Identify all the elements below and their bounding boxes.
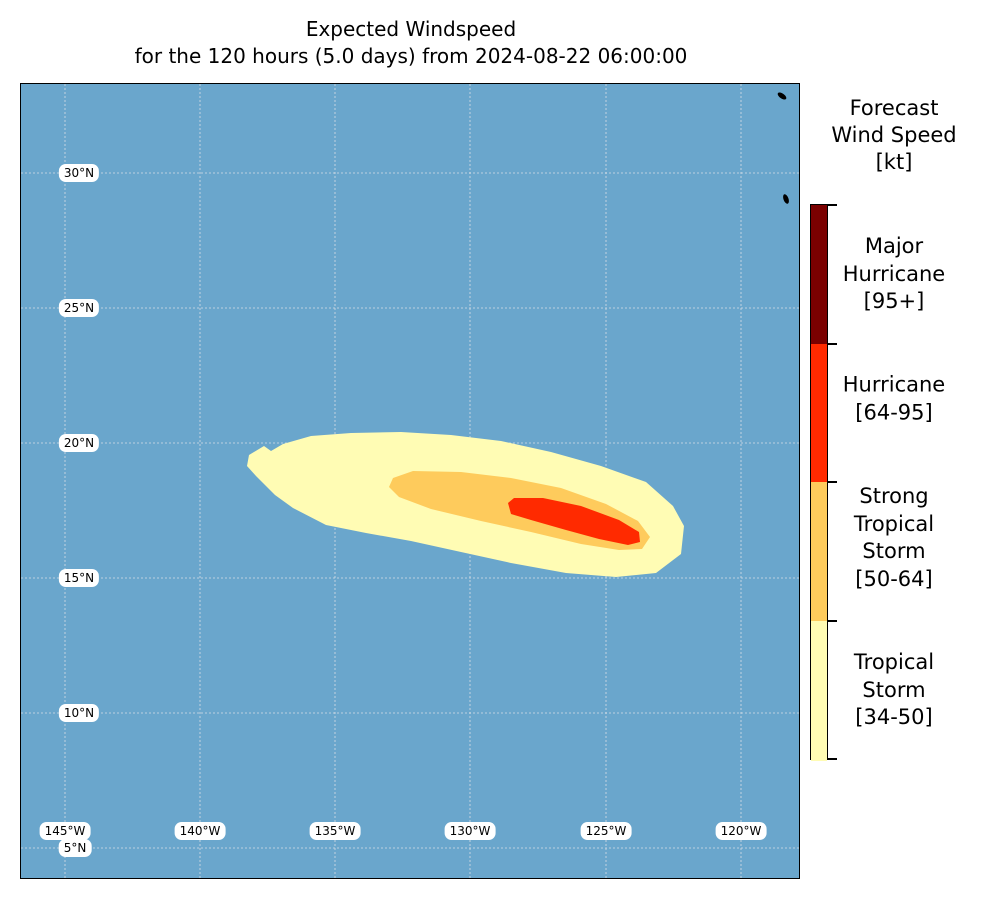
hurricane-wind-zone xyxy=(508,498,640,545)
legend-text: [34-50] xyxy=(855,704,933,729)
lat-label-30n: 30°N xyxy=(58,164,100,182)
colorbar-tick xyxy=(828,758,837,760)
legend-label-hurricane: Hurricane [64-95] xyxy=(830,372,958,427)
legend-text: Hurricane xyxy=(842,372,946,397)
chart-title: Expected Windspeed for the 120 hours (5.… xyxy=(20,16,802,70)
colorbar-title-line-1: Forecast xyxy=(849,96,939,120)
title-line-2: for the 120 hours (5.0 days) from 2024-0… xyxy=(134,44,688,68)
legend-text: Tropical xyxy=(853,649,935,674)
legend-label-major-hurricane: Major Hurricane [95+] xyxy=(830,233,958,316)
colorbar-tick xyxy=(828,204,837,206)
lat-label-25n: 25°N xyxy=(58,299,100,317)
colorbar-strong-tropical-storm xyxy=(811,482,827,621)
lon-label-135w: 135°W xyxy=(309,822,361,840)
colorbar-tick xyxy=(828,343,837,345)
map-panel[interactable]: 30°N 25°N 20°N 15°N 10°N 5°N 145°W 140°W… xyxy=(20,83,800,879)
lon-label-130w: 130°W xyxy=(444,822,496,840)
colorbar-title: Forecast Wind Speed [kt] xyxy=(806,95,982,176)
colorbar-tick xyxy=(828,620,837,622)
legend-text: [50-64] xyxy=(855,566,933,591)
colorbar xyxy=(810,204,828,761)
legend-text: [95+] xyxy=(863,288,925,313)
legend-text: Storm xyxy=(862,677,926,702)
lat-label-5n: 5°N xyxy=(58,839,92,857)
island-2 xyxy=(783,194,789,204)
lat-label-15n: 15°N xyxy=(58,569,100,587)
lon-label-125w: 125°W xyxy=(580,822,632,840)
colorbar-tropical-storm xyxy=(811,621,827,761)
colorbar-hurricane xyxy=(811,344,827,482)
legend-text: Strong xyxy=(859,484,929,508)
legend-text: Storm xyxy=(862,539,926,563)
lon-label-120w: 120°W xyxy=(715,822,767,840)
legend-text: Major xyxy=(864,233,924,258)
colorbar-title-line-2: Wind Speed xyxy=(831,123,957,147)
island-1 xyxy=(777,92,787,100)
map-svg xyxy=(21,84,799,878)
legend-label-tropical-storm: Tropical Storm [34-50] xyxy=(830,649,958,732)
lat-label-10n: 10°N xyxy=(58,704,100,722)
lon-label-145w: 145°W xyxy=(39,822,91,840)
lon-label-140w: 140°W xyxy=(174,822,226,840)
title-line-1: Expected Windspeed xyxy=(305,17,517,41)
legend-text: Hurricane xyxy=(842,261,946,286)
colorbar-title-line-3: [kt] xyxy=(875,150,913,174)
legend-text: Tropical xyxy=(853,511,935,536)
colorbar-major-hurricane xyxy=(811,205,827,344)
lat-label-20n: 20°N xyxy=(58,434,100,452)
legend-text: [64-95] xyxy=(855,400,933,424)
legend-label-strong-tropical-storm: Strong Tropical Storm [50-64] xyxy=(830,483,958,593)
colorbar-tick xyxy=(828,481,837,483)
